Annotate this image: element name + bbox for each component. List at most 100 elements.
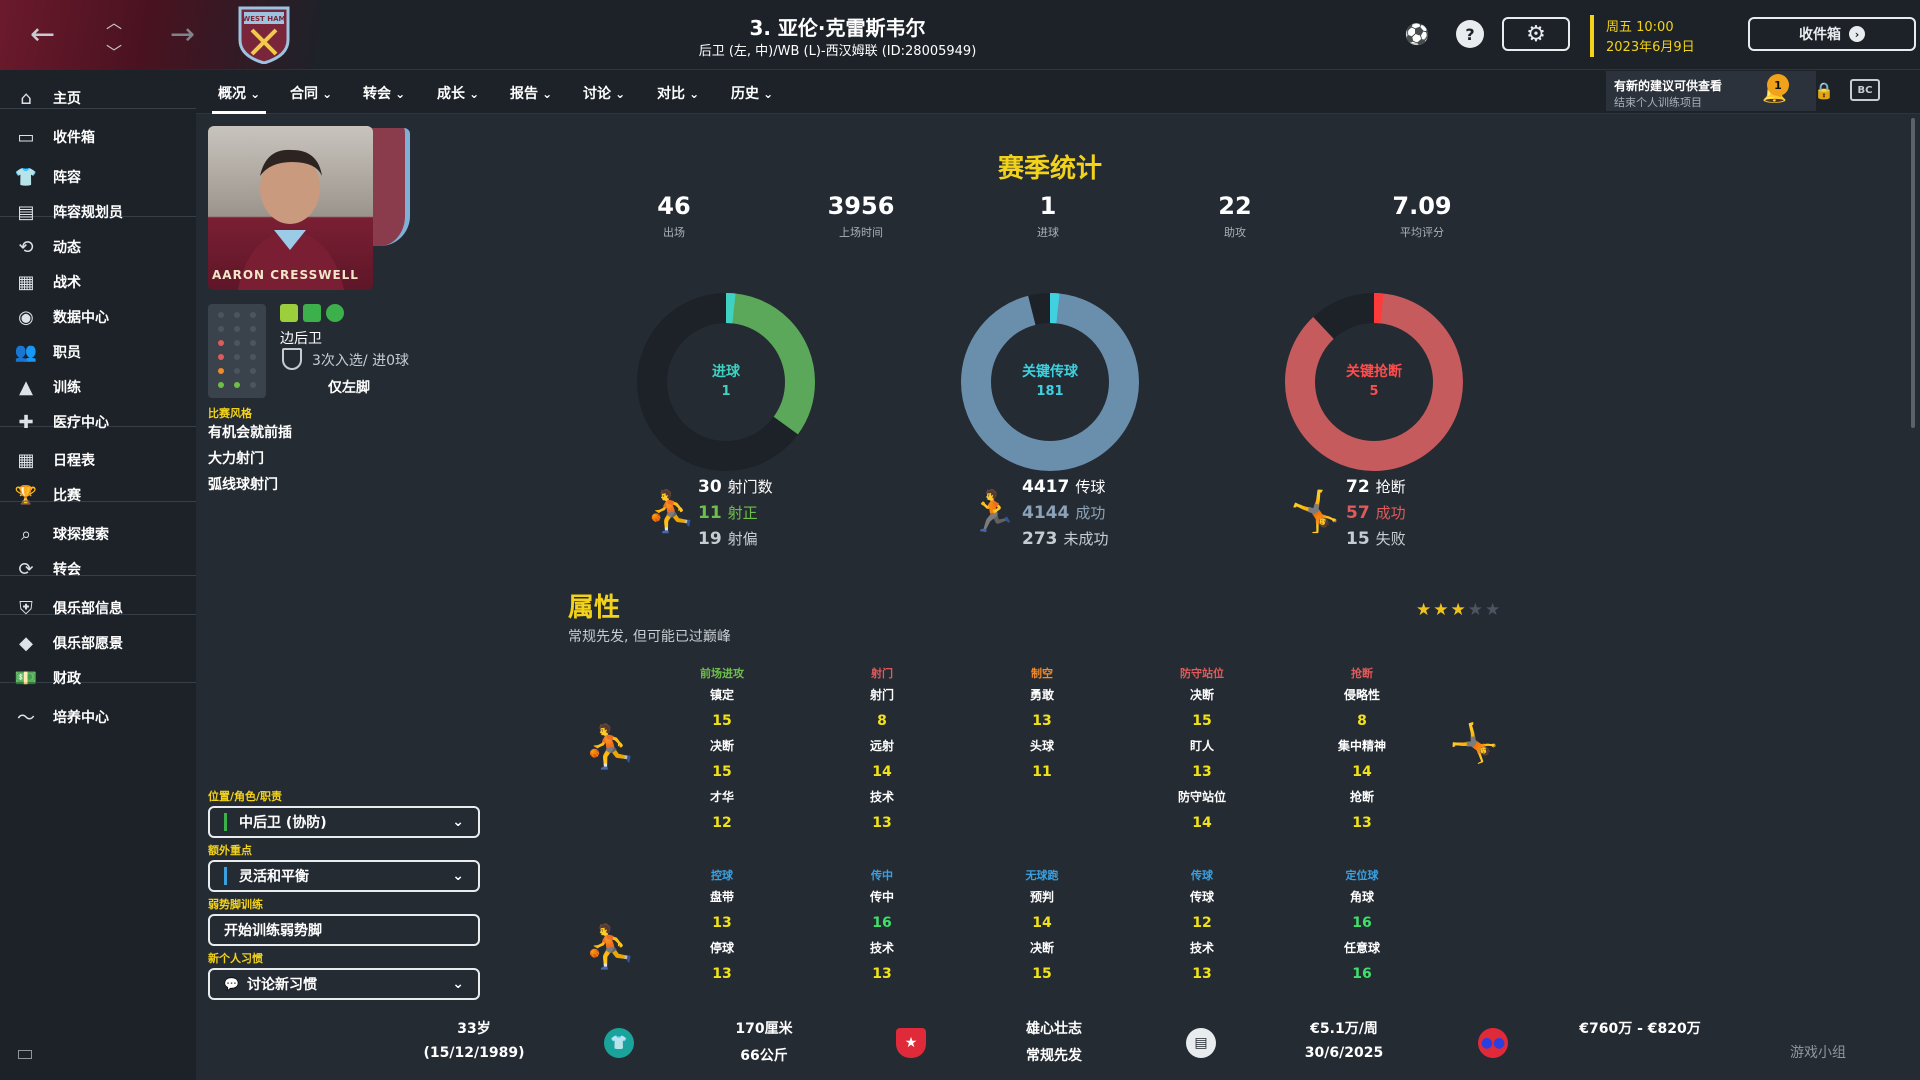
- sidebar-item-0[interactable]: ⌂ 主页: [0, 80, 196, 116]
- sidebar-item-8[interactable]: ▲ 训练: [0, 369, 196, 405]
- attribute-name[interactable]: 角球: [1349, 890, 1374, 904]
- tab-7[interactable]: 历史 ⌄: [731, 83, 773, 103]
- sidebar-item-17[interactable]: 〜 培养中心: [0, 699, 196, 735]
- football-icon[interactable]: ⚽: [1404, 22, 1430, 46]
- compare-icon[interactable]: BC: [1850, 79, 1880, 101]
- training-icon: ▲: [19, 376, 33, 398]
- attribute-name[interactable]: 决断: [709, 739, 734, 753]
- sidebar-item-10[interactable]: ▦ 日程表: [0, 442, 196, 478]
- sidebar-item-14[interactable]: ⛨ 俱乐部信息: [0, 590, 196, 626]
- date-date[interactable]: 2023年6月9日: [1606, 40, 1695, 55]
- sidebar-item-4[interactable]: ⟲ 动态: [0, 229, 196, 265]
- attribute-name[interactable]: 任意球: [1343, 941, 1380, 955]
- attribute-value: 15: [1032, 966, 1052, 982]
- weak-foot-button[interactable]: 开始训练弱势脚: [208, 914, 480, 946]
- attribute-group-header: 定位球: [1345, 869, 1379, 882]
- sidebar-item-6[interactable]: ◉ 数据中心: [0, 299, 196, 335]
- attribute-name[interactable]: 技术: [869, 790, 894, 804]
- collapse-sidebar-icon[interactable]: [18, 1050, 32, 1059]
- lock-icon[interactable]: 🔒: [1814, 81, 1834, 100]
- preferred-foot: 仅左脚: [328, 380, 370, 396]
- stat-label: 出场: [663, 226, 685, 239]
- attribute-name[interactable]: 技术: [869, 941, 894, 955]
- medical-icon: ✚: [18, 411, 34, 433]
- attribute-name[interactable]: 盘带: [709, 890, 734, 904]
- attribute-name[interactable]: 射门: [869, 688, 894, 702]
- playing-style-item[interactable]: 大力射门: [208, 451, 264, 467]
- stat-label: 上场时间: [839, 226, 883, 239]
- new-habit-dropdown[interactable]: 💬 讨论新习惯 ⌄: [208, 968, 480, 1000]
- back-arrow-icon[interactable]: ←: [30, 17, 56, 52]
- position-role-dropdown[interactable]: 中后卫 (协防) ⌄: [208, 806, 480, 838]
- inbox-button[interactable]: 收件箱 ›: [1748, 17, 1916, 51]
- sidebar-item-label: 球探搜索: [53, 527, 109, 543]
- attribute-name[interactable]: 抢断: [1349, 790, 1374, 804]
- chevron-up-icon[interactable]: ︿: [106, 13, 123, 32]
- chevron-down-icon: ⌄: [685, 87, 700, 101]
- page-subtitle[interactable]: 后卫 (左, 中)/WB (L)-西汉姆联 (ID:28005949): [698, 44, 977, 59]
- attribute-name[interactable]: 技术: [1189, 941, 1214, 955]
- attribute-name[interactable]: 集中精神: [1337, 739, 1386, 753]
- tab-4[interactable]: 报告 ⌄: [510, 83, 552, 103]
- attribute-name[interactable]: 预判: [1029, 890, 1054, 904]
- attribute-name[interactable]: 传球: [1189, 890, 1214, 904]
- detail-number: 15: [1346, 529, 1370, 549]
- extra-focus-dropdown[interactable]: 灵活和平衡 ⌄: [208, 860, 480, 892]
- sidebar-item-16[interactable]: 💵 财政: [0, 660, 196, 696]
- attribute-name[interactable]: 停球: [709, 941, 734, 955]
- attribute-group: 前场进攻 镇定 15 决断 15 才华 12: [662, 665, 782, 836]
- attribute-group: 传球 传球 12 技术 13: [1142, 867, 1262, 987]
- attribute-name[interactable]: 镇定: [709, 688, 734, 702]
- donut-label: 关键抢断: [1346, 364, 1402, 380]
- sidebar-item-9[interactable]: ✚ 医疗中心: [0, 404, 196, 440]
- forward-arrow-icon[interactable]: →: [170, 17, 196, 52]
- donut-label: 关键传球: [1022, 364, 1078, 380]
- attribute-name[interactable]: 头球: [1029, 739, 1054, 753]
- chevron-down-icon: ⌄: [611, 87, 626, 101]
- attribute-name[interactable]: 决断: [1029, 941, 1054, 955]
- tab-2[interactable]: 转会 ⌄: [363, 83, 405, 103]
- tab-3[interactable]: 成长 ⌄: [437, 83, 479, 103]
- attribute-name[interactable]: 远射: [869, 739, 894, 753]
- sidebar-item-13[interactable]: ⟳ 转会: [0, 551, 196, 587]
- season-summary-stat: 1 进球: [968, 192, 1128, 240]
- playing-style-item[interactable]: 有机会就前插: [208, 425, 292, 441]
- sidebar-item-12[interactable]: ⌕ 球探搜索: [0, 516, 196, 552]
- scrollbar[interactable]: [1911, 118, 1915, 428]
- chevron-down-icon: ⌄: [452, 814, 464, 830]
- settings-button[interactable]: ⚙: [1502, 17, 1570, 51]
- position-grid[interactable]: [208, 304, 266, 398]
- tab-0[interactable]: 概况 ⌄: [211, 83, 267, 114]
- attribute-name[interactable]: 才华: [709, 790, 734, 804]
- attribute-name[interactable]: 勇敢: [1029, 688, 1054, 702]
- attribute-name[interactable]: 侵略性: [1343, 688, 1380, 702]
- sidebar-item-2[interactable]: 👕 阵容: [0, 159, 196, 195]
- position-dot: [234, 382, 240, 388]
- help-icon[interactable]: ?: [1456, 20, 1484, 48]
- date-day[interactable]: 周五 10:00: [1606, 20, 1674, 35]
- playing-style-item[interactable]: 弧线球射门: [208, 477, 278, 493]
- season-detail-row: 19 射偏: [698, 528, 758, 549]
- attribute-name[interactable]: 盯人: [1189, 739, 1214, 753]
- position-dot: [218, 368, 224, 374]
- season-donut-chart[interactable]: [960, 292, 1140, 472]
- sidebar-item-15[interactable]: ◆ 俱乐部愿景: [0, 625, 196, 661]
- attribute-name[interactable]: 传中: [869, 890, 894, 904]
- tab-6[interactable]: 对比 ⌄: [657, 83, 699, 103]
- international-caps[interactable]: 3次入选/ 进0球: [312, 353, 409, 369]
- season-donut-chart[interactable]: [636, 292, 816, 472]
- attribute-name[interactable]: 决断: [1189, 688, 1214, 702]
- sidebar-item-7[interactable]: 👥 职员: [0, 334, 196, 370]
- sidebar-item-11[interactable]: 🏆 比赛: [0, 477, 196, 513]
- chevron-down-icon[interactable]: ﹀: [106, 43, 123, 62]
- tab-5[interactable]: 讨论 ⌄: [583, 83, 625, 103]
- attribute-name[interactable]: 防守站位: [1177, 790, 1226, 804]
- sidebar-item-3[interactable]: ▤ 阵容规划员: [0, 194, 196, 230]
- sidebar-item-1[interactable]: ▭ 收件箱: [0, 119, 196, 155]
- club-crest-icon[interactable]: WEST HAM: [238, 6, 290, 64]
- season-donut-chart[interactable]: [1284, 292, 1464, 472]
- sidebar-item-5[interactable]: ▦ 战术: [0, 264, 196, 300]
- tab-label: 转会: [363, 86, 391, 102]
- tab-1[interactable]: 合同 ⌄: [290, 83, 332, 103]
- star-rating[interactable]: ★★★★★: [1416, 600, 1502, 620]
